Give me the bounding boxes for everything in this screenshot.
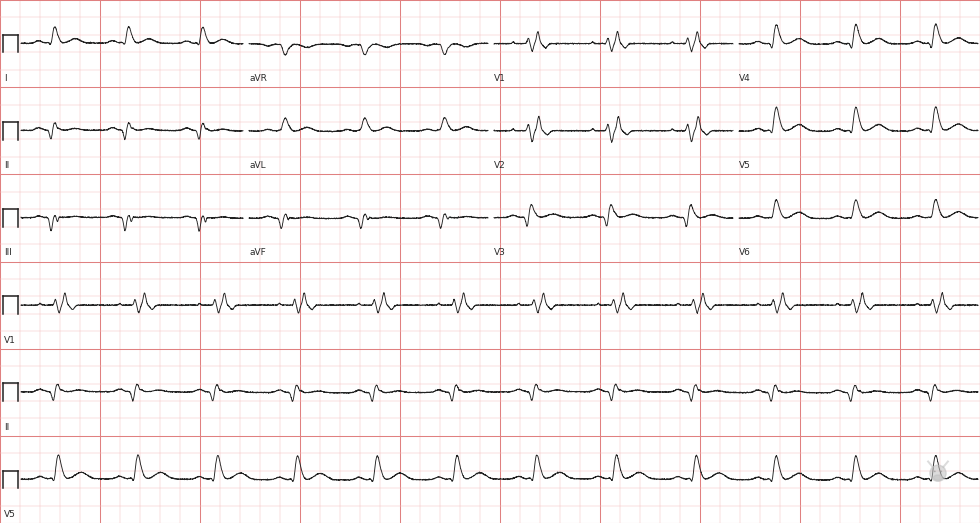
- Text: V5: V5: [739, 161, 751, 170]
- Text: V4: V4: [739, 74, 751, 83]
- Text: aVL: aVL: [249, 161, 266, 170]
- Text: aVF: aVF: [249, 248, 266, 257]
- Circle shape: [934, 471, 936, 472]
- Text: ♂: ♂: [940, 480, 941, 481]
- Text: II: II: [4, 423, 9, 432]
- Text: V2: V2: [494, 161, 506, 170]
- Circle shape: [930, 465, 946, 481]
- Text: I: I: [4, 74, 7, 83]
- Circle shape: [941, 471, 942, 472]
- Text: V3: V3: [494, 248, 506, 257]
- Text: III: III: [4, 248, 12, 257]
- Ellipse shape: [934, 475, 943, 481]
- Text: V6: V6: [739, 248, 751, 257]
- Text: aVR: aVR: [249, 74, 267, 83]
- Text: V1: V1: [4, 336, 16, 345]
- Text: II: II: [4, 161, 9, 170]
- Text: V5: V5: [4, 510, 16, 519]
- Text: V1: V1: [494, 74, 506, 83]
